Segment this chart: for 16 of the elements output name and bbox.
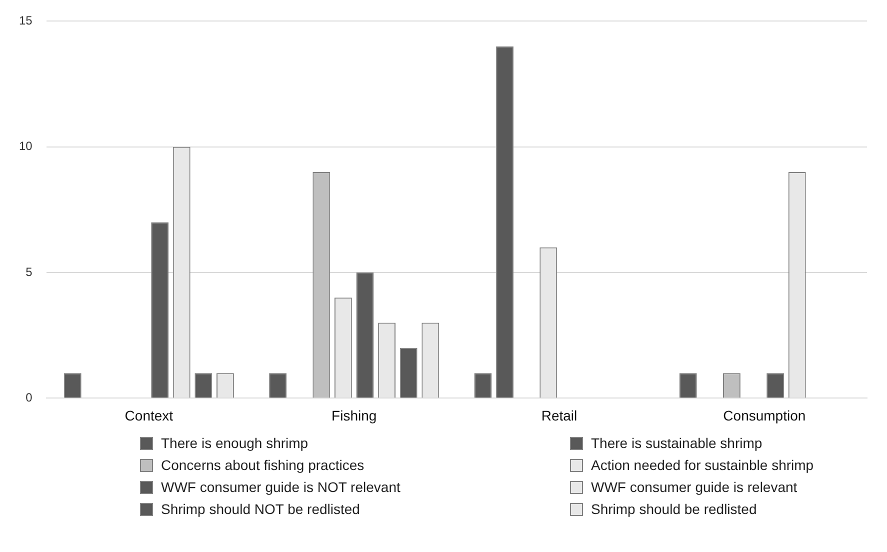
x-tick-label: Retail [541, 407, 578, 424]
legend-label: There is sustainable shrimp [591, 435, 762, 451]
y-tick-label: 0 [26, 390, 33, 405]
y-tick-label: 10 [18, 139, 33, 154]
legend-label: WWF consumer guide is relevant [591, 479, 798, 495]
y-tick-label: 15 [18, 14, 33, 28]
legend-label: There is enough shrimp [161, 435, 308, 451]
legend-label: Concerns about fishing practices [161, 457, 364, 473]
legend-label: Shrimp should NOT be redlisted [161, 501, 360, 517]
x-tick-label: Fishing [332, 407, 377, 424]
y-tick-label: 5 [26, 264, 33, 279]
legend-label: Action needed for sustainble shrimp [591, 457, 814, 473]
legend-label: WWF consumer guide is NOT relevant [161, 479, 400, 495]
x-tick-label: Consumption [723, 407, 806, 424]
legend-label: Shrimp should be redlisted [591, 501, 757, 517]
x-tick-label: Context [124, 407, 174, 424]
